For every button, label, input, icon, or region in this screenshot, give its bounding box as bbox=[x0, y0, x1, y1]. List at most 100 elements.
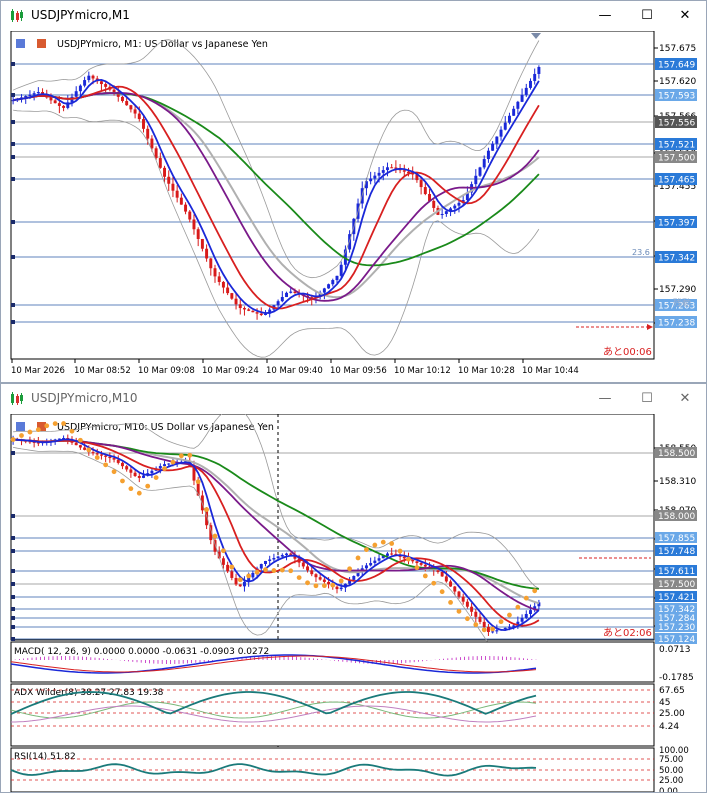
candle-body bbox=[356, 572, 360, 577]
price-label: 157.455 bbox=[659, 182, 696, 192]
sar-dot bbox=[523, 595, 529, 601]
candle-body bbox=[104, 84, 108, 87]
close-button[interactable]: ✕ bbox=[679, 8, 691, 23]
minimize-button[interactable]: — bbox=[598, 8, 612, 23]
sar-dot bbox=[397, 548, 403, 554]
candle-body bbox=[373, 560, 377, 564]
candle-body bbox=[491, 631, 495, 633]
level-badge bbox=[655, 58, 697, 70]
candle-body bbox=[188, 211, 192, 220]
sar-dot bbox=[507, 612, 512, 618]
bollinger-lower bbox=[13, 109, 540, 358]
candle-body bbox=[419, 563, 423, 565]
sar-dot bbox=[464, 616, 470, 622]
candle-body bbox=[217, 276, 221, 282]
candle-body bbox=[444, 211, 448, 214]
candle-body bbox=[529, 610, 532, 614]
candle-body bbox=[486, 150, 490, 160]
level-badge bbox=[655, 603, 697, 614]
sar-dot bbox=[178, 453, 184, 459]
candle-body bbox=[205, 510, 209, 526]
minimize-button[interactable]: — bbox=[598, 391, 612, 406]
candle-body bbox=[507, 115, 511, 123]
sar-dot bbox=[145, 483, 151, 489]
candle-body bbox=[449, 581, 453, 587]
level-marker bbox=[11, 616, 15, 620]
candle-body bbox=[385, 167, 389, 171]
sar-dot bbox=[330, 582, 336, 588]
candle-body bbox=[226, 287, 230, 294]
candle-body bbox=[205, 248, 209, 259]
candle-body bbox=[167, 463, 171, 465]
candle-body bbox=[129, 105, 133, 110]
level-badge bbox=[655, 138, 697, 150]
countdown-arrow bbox=[647, 324, 653, 330]
candle-body bbox=[142, 119, 145, 129]
bollinger-upper bbox=[13, 414, 540, 589]
adx-plus-di bbox=[10, 701, 537, 719]
candle-body bbox=[120, 96, 124, 102]
ma-purple bbox=[13, 438, 540, 612]
candle-body bbox=[516, 101, 520, 109]
candle-body bbox=[364, 181, 368, 189]
candle-body bbox=[108, 456, 112, 459]
candle-body bbox=[163, 464, 167, 467]
candle-body bbox=[276, 556, 280, 558]
candle-body bbox=[62, 105, 66, 108]
candle-body bbox=[301, 562, 305, 567]
sar-dot bbox=[296, 575, 302, 581]
close-button[interactable]: ✕ bbox=[679, 391, 691, 406]
candle-body bbox=[402, 170, 406, 172]
candle-body bbox=[499, 129, 503, 137]
ma-red bbox=[12, 85, 540, 310]
chart-window-m10[interactable]: USDJPYmicro,M10 — ☐ ✕ USDJPYmicro, M10: … bbox=[0, 383, 707, 793]
level-badge-value: 157.748 bbox=[658, 547, 695, 557]
sar-dot bbox=[204, 507, 209, 512]
candle-body bbox=[318, 577, 322, 580]
candle-body bbox=[419, 180, 423, 188]
level-badge-value: 157.342 bbox=[658, 254, 695, 264]
level-marker bbox=[11, 569, 15, 573]
sar-dot bbox=[128, 486, 134, 492]
sar-dot bbox=[246, 573, 252, 579]
candle-body bbox=[230, 571, 234, 578]
level-badge-value: 157.593 bbox=[658, 92, 695, 102]
price-chart-m1[interactable]: USDJPYmicro, M1: US Dollar vs Japanese Y… bbox=[1, 31, 706, 382]
candle-body bbox=[331, 280, 335, 285]
candle-body bbox=[432, 200, 436, 208]
sar-dot bbox=[481, 627, 487, 633]
sar-dot bbox=[532, 588, 538, 594]
candle-body bbox=[268, 559, 272, 561]
window-titlebar[interactable]: USDJPYmicro,M1 — ☐ ✕ bbox=[1, 1, 706, 31]
candle-body bbox=[478, 167, 482, 176]
candle-body bbox=[264, 560, 267, 565]
sar-dot bbox=[288, 568, 294, 574]
candle-body bbox=[32, 441, 36, 443]
candle-body bbox=[251, 572, 255, 578]
level-badge bbox=[655, 532, 697, 543]
adx-scale-label: 4.24 bbox=[659, 722, 679, 732]
price-chart-m10[interactable]: USDJPYmicro, M10: US Dollar vs Japanese … bbox=[1, 414, 706, 792]
maximize-button[interactable]: ☐ bbox=[641, 391, 653, 406]
candle-body bbox=[440, 571, 444, 577]
candle-body bbox=[495, 630, 499, 632]
level-badge bbox=[655, 316, 697, 328]
sar-dot bbox=[78, 437, 83, 443]
candle-body bbox=[154, 148, 158, 159]
candle-body bbox=[242, 308, 246, 310]
level-badge-value: 157.649 bbox=[658, 61, 695, 71]
level-badge-value: 157.500 bbox=[658, 580, 695, 590]
plot-frame bbox=[10, 414, 655, 641]
candle-body bbox=[120, 462, 124, 467]
maximize-button[interactable]: ☐ bbox=[641, 8, 653, 23]
candle-body bbox=[428, 194, 432, 201]
level-badge-value: 157.397 bbox=[658, 219, 695, 229]
chart-window-m1[interactable]: USDJPYmicro,M1 — ☐ ✕ USDJPYmicro, M1: US… bbox=[0, 0, 707, 383]
sar-dot bbox=[380, 539, 386, 545]
sar-dot bbox=[439, 589, 445, 595]
rsi-scale-label: 0.00 bbox=[659, 787, 678, 792]
candle-body bbox=[83, 80, 87, 86]
window-titlebar[interactable]: USDJPYmicro,M10 — ☐ ✕ bbox=[1, 384, 706, 414]
candle-body bbox=[411, 559, 415, 562]
candle-body bbox=[28, 441, 32, 443]
